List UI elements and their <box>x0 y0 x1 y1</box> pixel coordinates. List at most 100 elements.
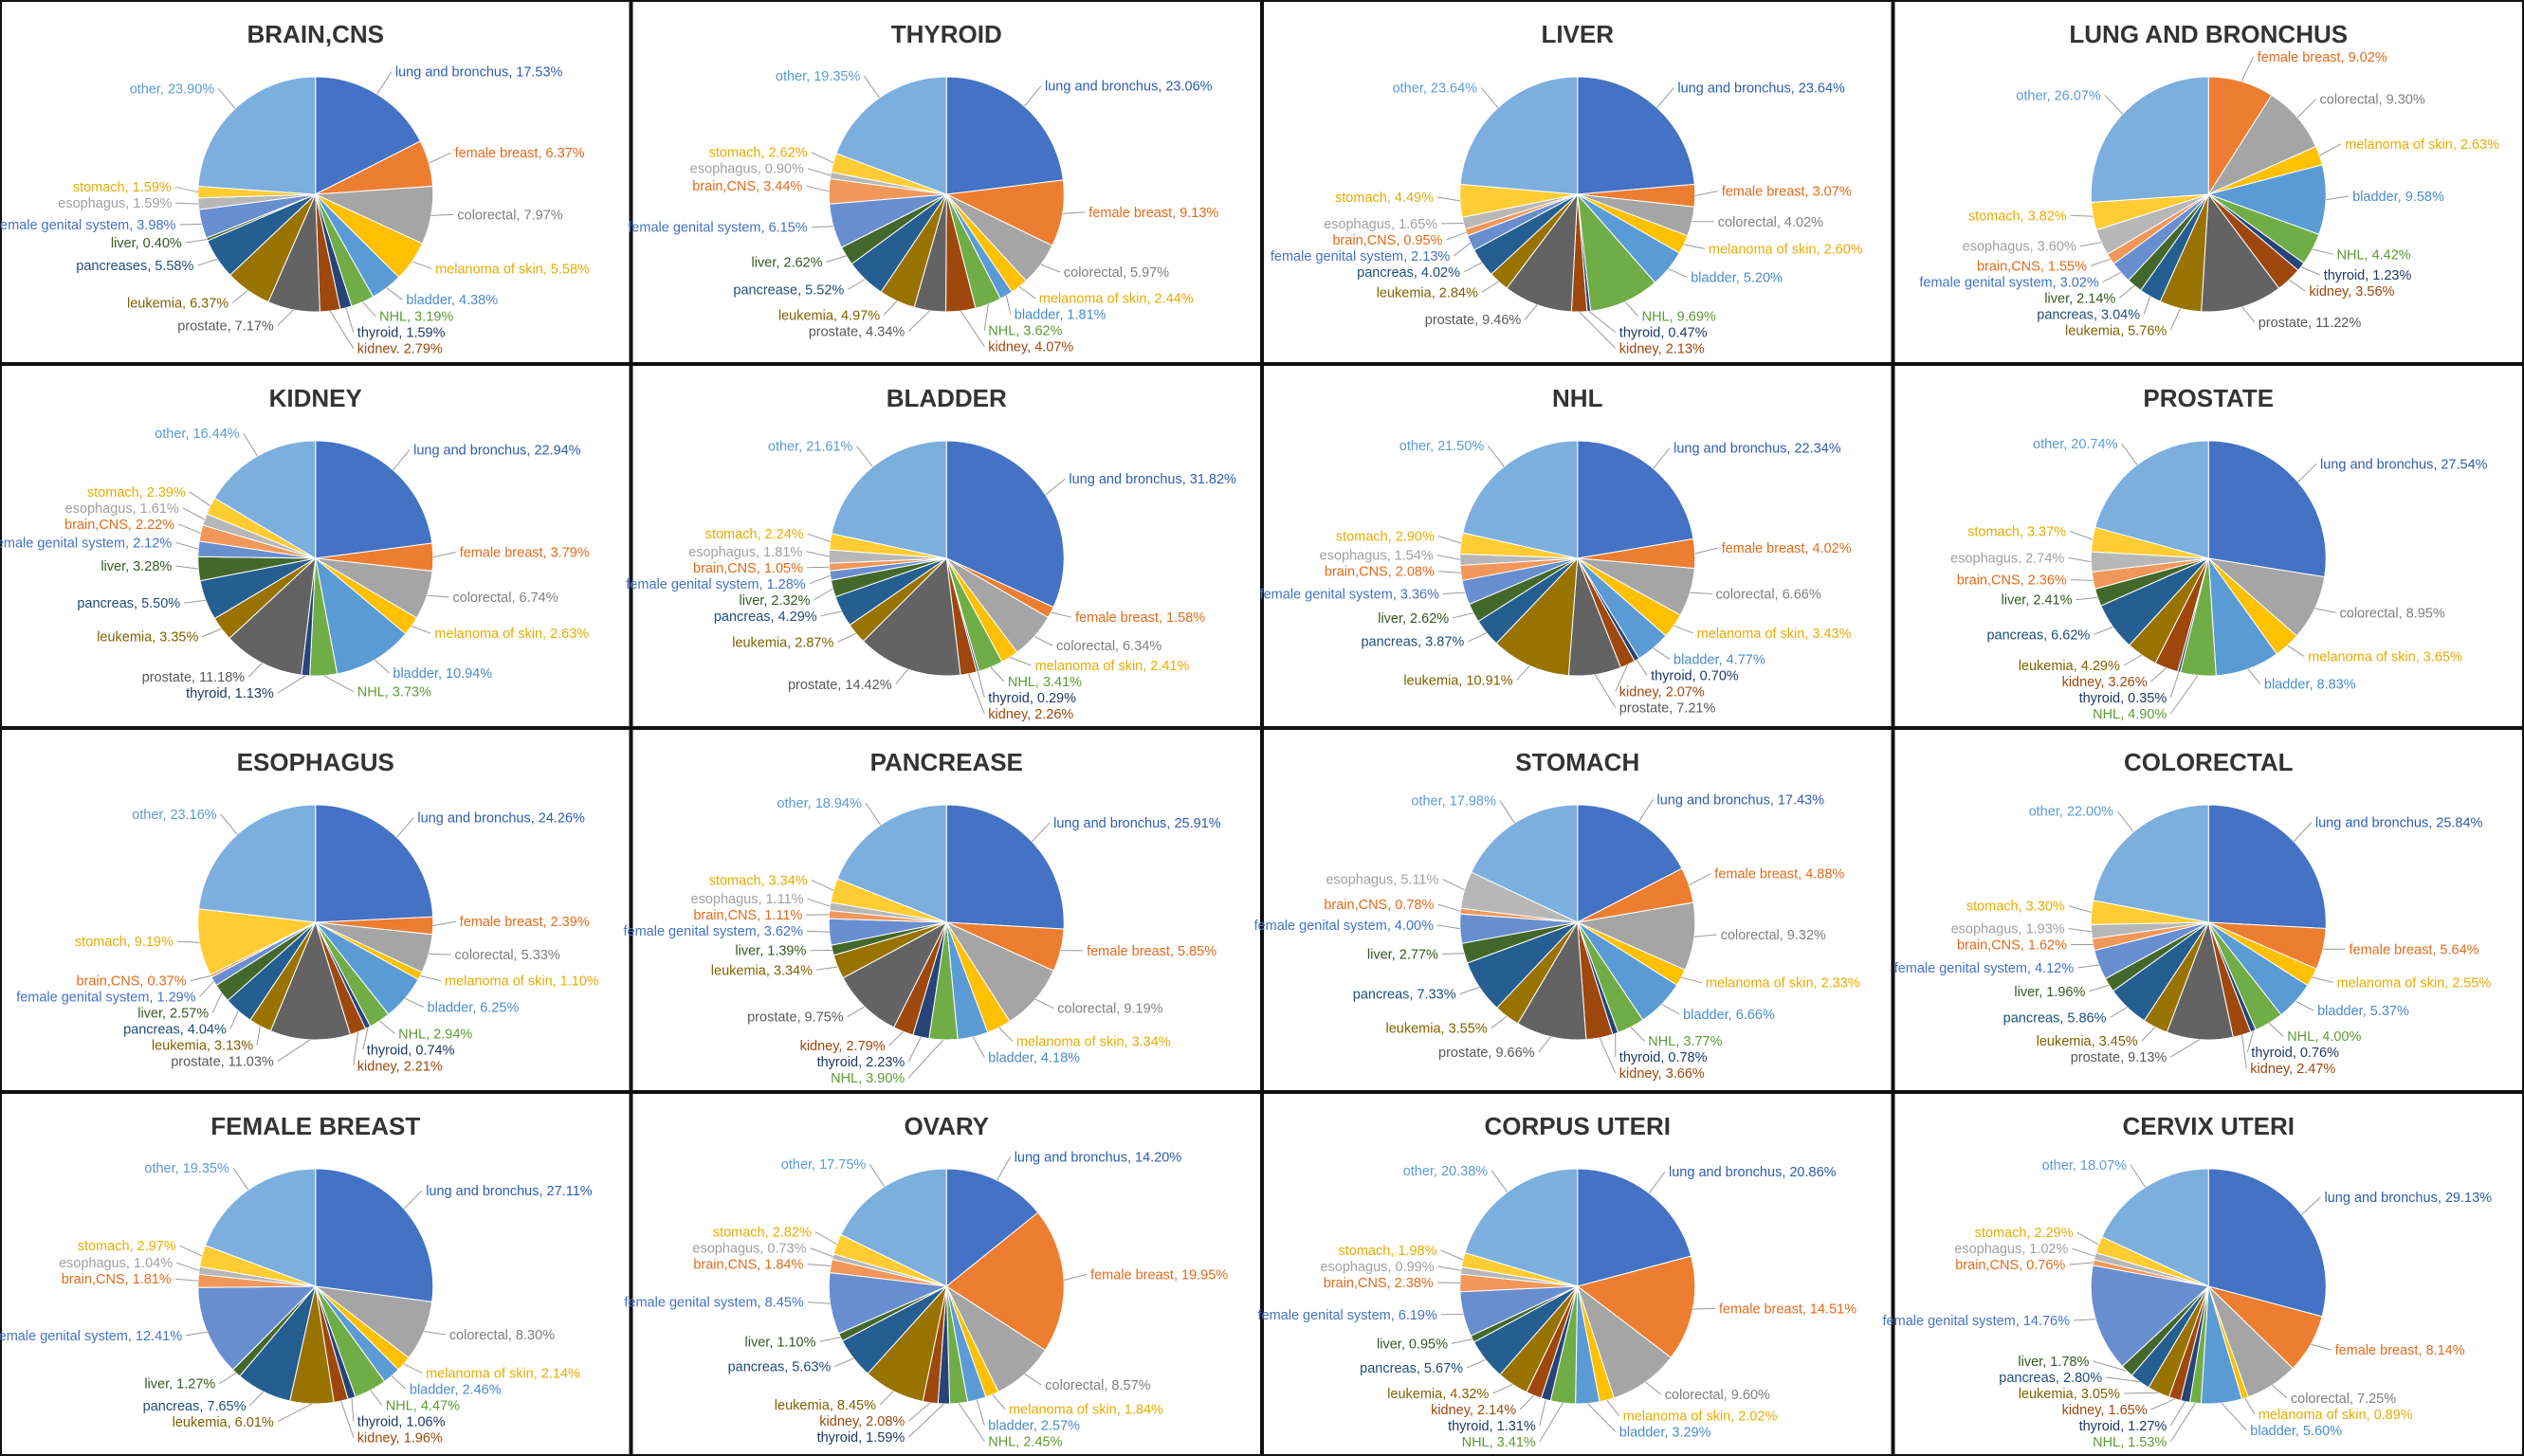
data-label-leukemia: leukemia, 3.05% <box>2019 1387 2120 1402</box>
data-label-melanoma-of-skin: melanoma of skin, 3.65% <box>2308 649 2462 664</box>
data-label-colorectal: colorectal, 8.57% <box>1045 1378 1150 1393</box>
leader-line <box>819 1337 841 1342</box>
leader-line <box>376 71 393 95</box>
data-label-female-breast: female breast, 14.51% <box>1719 1301 1856 1317</box>
leader-line <box>2150 1398 2175 1410</box>
data-label-kidney: kidney, 1.65% <box>2062 1403 2148 1418</box>
chart-title: PROSTATE <box>2143 384 2274 412</box>
data-label-nhl: NHL, 3.62% <box>988 324 1062 339</box>
data-label-other: other, 23.16% <box>132 808 217 823</box>
leader-line <box>1451 1338 1473 1344</box>
leader-line <box>403 1190 423 1210</box>
leader-line <box>1009 657 1032 666</box>
data-label-other: other, 18.94% <box>777 796 862 811</box>
leader-line <box>2123 654 2143 666</box>
data-label-nhl: NHL, 3.19% <box>379 310 453 325</box>
leader-line <box>1453 612 1474 619</box>
pie-slice-leukemia <box>1495 556 1579 677</box>
data-label-thyroid: thyroid, 0.29% <box>988 691 1076 706</box>
data-label-pancreases: pancreases, 5.58% <box>76 259 193 274</box>
data-label-nhl: NHL, 3.41% <box>1008 675 1082 690</box>
data-label-thyroid: thyroid, 1.59% <box>357 326 446 341</box>
data-label-other: other, 26.07% <box>2016 88 2101 103</box>
data-label-pancreas: pancreas, 7.33% <box>1353 988 1456 1003</box>
data-label-melanoma-of-skin: melanoma of skin, 2.41% <box>1035 659 1190 674</box>
data-label-liver: liver, 1.10% <box>745 1335 816 1350</box>
data-label-esophagus: esophagus, 1.11% <box>691 892 804 907</box>
data-label-prostate: prostate, 9.13% <box>2071 1050 2167 1065</box>
leader-line <box>2106 1376 2140 1383</box>
leader-line <box>403 1363 423 1374</box>
data-label-pancreas: pancreas, 6.62% <box>1986 628 2090 643</box>
leader-line <box>2268 1022 2284 1037</box>
data-label-lung-and-bronchus: lung and bronchus, 31.82% <box>1069 472 1236 487</box>
leader-line <box>277 1403 313 1423</box>
leader-line <box>2169 308 2181 331</box>
chart-panel-female-breast: FEMALE BREAST lung and bronchus, 27.11% co… <box>0 1092 631 1456</box>
leader-line <box>174 186 198 193</box>
data-label-kidney: kidney, 2.26% <box>988 707 1073 722</box>
data-label-female-breast: female breast, 6.37% <box>455 146 585 161</box>
data-label-lung-and-bronchus: lung and bronchus, 27.11% <box>426 1184 593 1199</box>
data-label-esophagus: esophagus, 0.90% <box>690 162 804 177</box>
leader-line <box>863 75 880 99</box>
data-label-lung-and-bronchus: lung and bronchus, 29.13% <box>2325 1191 2493 1206</box>
pie-slice-lung-and-bronchus <box>1577 440 1694 559</box>
data-label-liver: liver, 2.32% <box>740 593 811 609</box>
pie-slice-bladder <box>2206 164 2327 235</box>
data-label-liver: liver, 1.39% <box>735 944 806 959</box>
leader-line <box>1487 445 1505 467</box>
data-label-other: other, 23.90% <box>130 82 215 97</box>
pie-slice-other <box>1462 440 1579 559</box>
leader-line <box>2068 928 2092 933</box>
leader-line <box>888 1030 904 1046</box>
leader-line <box>895 668 908 685</box>
data-label-esophagus: esophagus, 1.65% <box>1324 217 1437 232</box>
data-label-esophagus: esophagus, 0.73% <box>692 1242 806 1257</box>
data-label-melanoma-of-skin: melanoma of skin, 3.43% <box>1697 627 1852 642</box>
leader-line <box>811 152 834 164</box>
data-label-bladder: bladder, 3.29% <box>1619 1425 1711 1440</box>
leader-line <box>175 202 199 205</box>
data-label-female-genital-system: female genital system, 4.00% <box>1254 919 1435 934</box>
leader-line <box>848 279 866 290</box>
leader-line <box>2241 56 2255 82</box>
pie-slice-bladder <box>315 556 407 675</box>
data-label-bladder: bladder, 8.83% <box>2264 678 2356 693</box>
leader-line <box>175 565 199 570</box>
pie-slice-other <box>2092 804 2209 923</box>
data-label-female-breast: female breast, 3.07% <box>1722 185 1852 200</box>
leader-line <box>869 1163 886 1188</box>
data-label-esophagus: esophagus, 0.99% <box>1320 1260 1434 1275</box>
data-label-other: other, 19.35% <box>776 69 861 84</box>
leader-line <box>907 310 931 332</box>
leader-line <box>2141 1027 2156 1042</box>
leader-line <box>1588 311 1617 333</box>
leader-line <box>2244 1397 2256 1415</box>
data-label-kidney: kidney, 2.07% <box>1619 685 1705 701</box>
data-label-other: other, 17.75% <box>781 1157 867 1173</box>
leader-line <box>1440 1249 1464 1261</box>
data-label-nhl: NHL, 3.77% <box>1648 1034 1722 1049</box>
data-label-melanoma-of-skin: melanoma of skin, 2.02% <box>1623 1409 1778 1424</box>
leader-line <box>2079 242 2102 247</box>
chart-title: ESOPHAGUS <box>237 748 394 776</box>
data-label-melanoma-of-skin: melanoma of skin, 2.55% <box>2337 975 2492 991</box>
chart-title: BRAIN,CNS <box>247 20 384 48</box>
leader-line <box>1491 1170 1509 1192</box>
leader-line <box>175 1262 200 1271</box>
data-label-esophagus: esophagus, 5.11% <box>1326 873 1438 888</box>
leader-line <box>405 997 424 1008</box>
chart-title: THYROID <box>891 20 1002 48</box>
leader-line <box>2326 195 2350 201</box>
data-label-prostate: prostate, 9.66% <box>1438 1046 1535 1061</box>
data-label-nhl: NHL, 9.69% <box>1642 310 1716 325</box>
leader-line <box>1437 1265 1461 1271</box>
data-label-female-breast: female breast, 19.95% <box>1090 1267 1228 1283</box>
chart-panel-bladder: BLADDER lung and bronchus, 31.82% female b… <box>626 364 1262 728</box>
leader-line <box>1524 304 1538 320</box>
data-label-bladder: bladder, 5.60% <box>2250 1424 2342 1439</box>
chart-panel-brain-cns: BRAIN,CNS lung and bronchus, 17.53% female… <box>0 0 631 364</box>
data-label-leukemia: leukemia, 3.34% <box>711 963 813 978</box>
leader-line <box>2289 279 2306 292</box>
